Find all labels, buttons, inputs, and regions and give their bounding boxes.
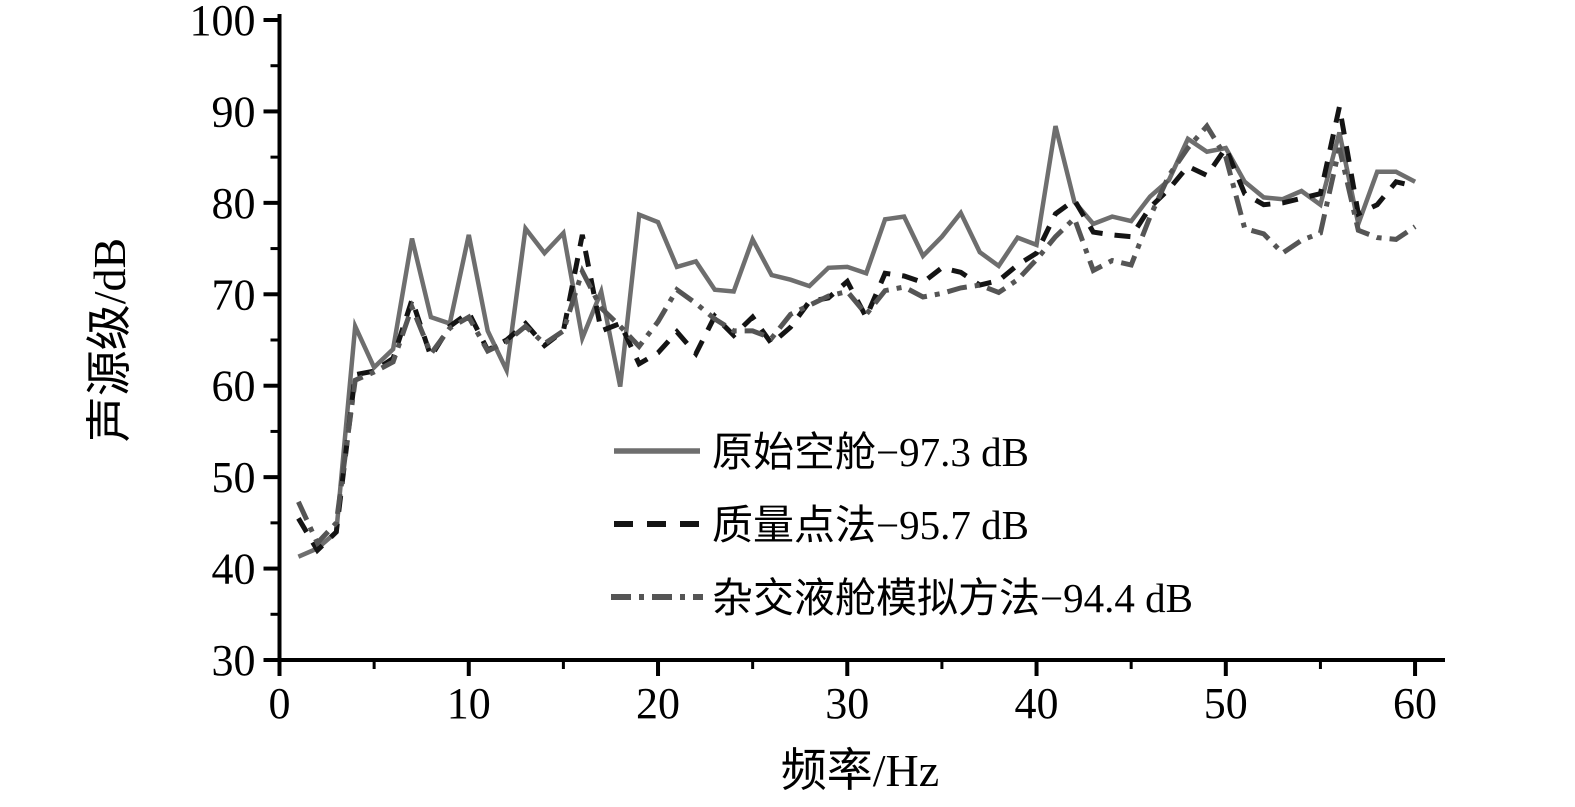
x-tick-label: 60 — [1393, 679, 1437, 728]
legend: 原始空舱−97.3 dB 质量点法−95.7 dB 杂交液舱模拟方法−94.4 … — [611, 429, 1193, 621]
y-tick-label: 40 — [212, 545, 256, 594]
y-tick-label: 60 — [212, 362, 256, 411]
y-tick-label: 80 — [212, 179, 256, 228]
x-tick-label: 20 — [636, 679, 680, 728]
x-tick-label: 10 — [447, 679, 491, 728]
y-tick-label: 100 — [190, 0, 256, 45]
x-tick-label: 50 — [1204, 679, 1248, 728]
x-tick-label: 30 — [825, 679, 869, 728]
series-lines — [296, 106, 1417, 559]
y-tick-label: 30 — [212, 636, 256, 685]
y-axis-tick-labels: 30 40 50 60 70 80 90 100 — [190, 0, 256, 685]
x-tick-label: 0 — [269, 679, 291, 728]
legend-label-hybrid-tank-method: 杂交液舱模拟方法−94.4 dB — [712, 575, 1193, 621]
y-tick-label: 90 — [212, 87, 256, 136]
legend-label-original-cabin: 原始空舱−97.3 dB — [712, 429, 1029, 475]
y-tick-label: 70 — [212, 270, 256, 319]
legend-label-mass-point-method: 质量点法−95.7 dB — [712, 502, 1029, 548]
x-tick-label: 40 — [1015, 679, 1059, 728]
axes: 0 10 20 30 40 50 60 30 40 50 60 70 80 90 100 — [190, 0, 1445, 728]
y-tick-label: 50 — [212, 453, 256, 502]
x-axis-ticks — [277, 660, 1418, 676]
y-axis-ticks — [263, 18, 280, 662]
x-axis-tick-labels: 0 10 20 30 40 50 60 — [269, 679, 1438, 728]
x-axis-title: 频率/Hz — [781, 745, 939, 796]
series-line-2 — [296, 121, 1417, 548]
y-axis-title: 声源级/dB — [84, 238, 135, 442]
